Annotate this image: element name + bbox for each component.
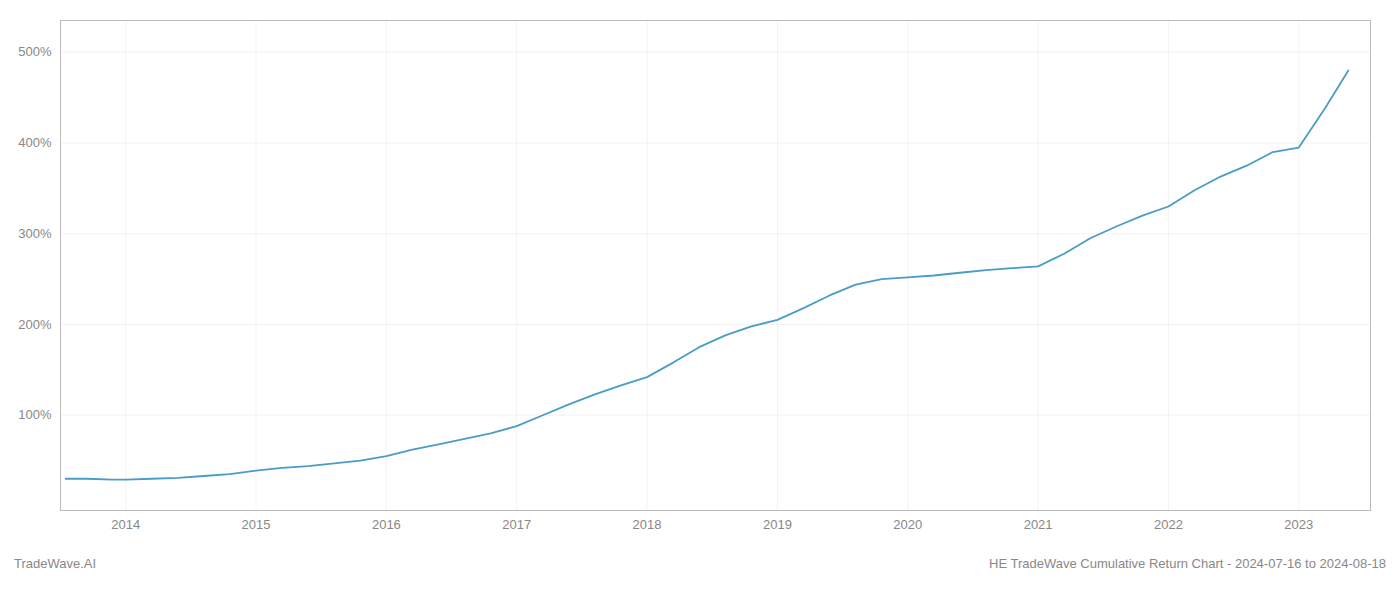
svg-text:2015: 2015 (242, 517, 271, 532)
html-text:HE TradeWave Cumulative Return: HE TradeWave Cumulative Return Chart - 2… (989, 556, 1386, 571)
svg-text:2019: 2019 (763, 517, 792, 532)
svg-text:100%: 100% (18, 407, 52, 422)
svg-text:2014: 2014 (111, 517, 140, 532)
svg-text:2021: 2021 (1024, 517, 1053, 532)
svg-text:400%: 400% (18, 135, 52, 150)
svg-text:2016: 2016 (372, 517, 401, 532)
svg-text:200%: 200% (18, 317, 52, 332)
svg-text:2023: 2023 (1284, 517, 1313, 532)
html-text:TradeWave.AI: TradeWave.AI (14, 556, 97, 571)
svg-text:2020: 2020 (893, 517, 922, 532)
svg-text:2017: 2017 (502, 517, 531, 532)
svg-text:500%: 500% (18, 44, 52, 59)
svg-text:2018: 2018 (633, 517, 662, 532)
svg-text:300%: 300% (18, 226, 52, 241)
svg-text:2022: 2022 (1154, 517, 1183, 532)
